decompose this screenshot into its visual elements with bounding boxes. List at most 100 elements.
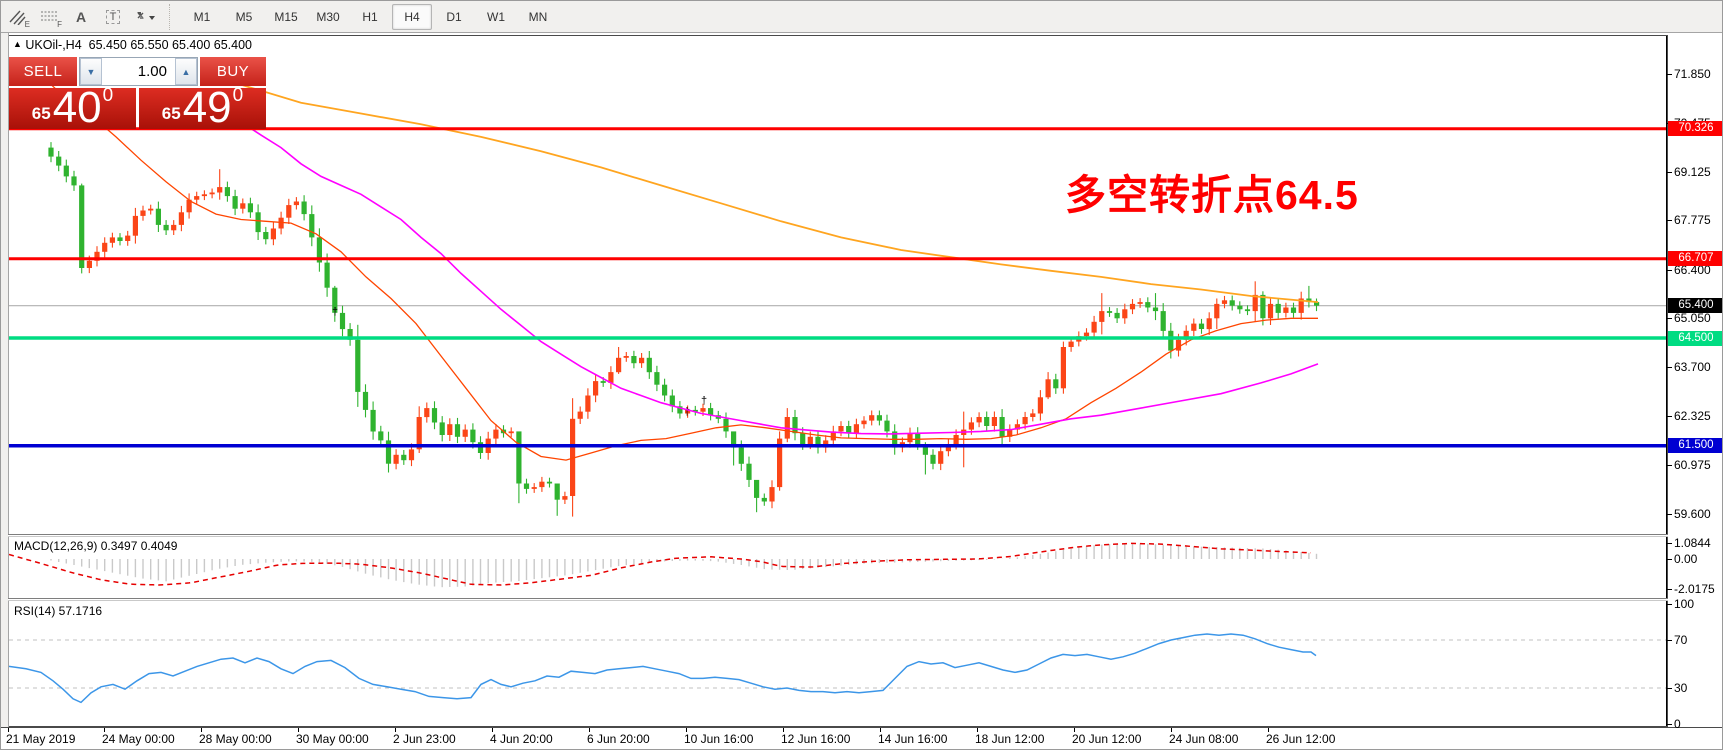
- timeframe-button-m1[interactable]: M1: [193, 9, 211, 24]
- timeframe-button-h1[interactable]: H1: [362, 9, 378, 24]
- timeframe-button-m15[interactable]: M15: [274, 9, 298, 24]
- macd-axis-tick: [1667, 543, 1672, 544]
- price-axis-tick: [1667, 74, 1672, 75]
- candle: [439, 422, 445, 435]
- candle: [846, 426, 852, 434]
- candle: [1145, 302, 1151, 308]
- date-axis-tick: [589, 728, 590, 732]
- candle: [293, 201, 299, 206]
- date-axis-label: 24 Jun 08:00: [1169, 732, 1239, 746]
- sell-price-button[interactable]: 65 40 0: [9, 86, 136, 130]
- rsi-panel-canvas[interactable]: [9, 601, 1667, 726]
- candle: [1229, 300, 1235, 306]
- candle: [654, 372, 660, 385]
- candle: [1007, 429, 1013, 437]
- candle: [1060, 347, 1066, 389]
- date-axis-tick: [104, 728, 105, 732]
- price-axis-label: 67.775: [1674, 213, 1711, 227]
- candle: [915, 433, 921, 444]
- macd-axis-tick: [1667, 589, 1672, 590]
- candle: [424, 408, 430, 418]
- trade-marker-icon: †: [332, 306, 338, 318]
- candle: [178, 212, 184, 225]
- text-label-icon[interactable]: T: [98, 4, 128, 30]
- timeframe-button-m30[interactable]: M30: [316, 9, 340, 24]
- candle: [431, 408, 438, 423]
- candle: [516, 431, 522, 484]
- timeframe-button-m5[interactable]: M5: [235, 9, 253, 24]
- candle: [991, 417, 997, 426]
- timeframe-button-d1[interactable]: D1: [446, 9, 462, 24]
- candle: [301, 201, 307, 215]
- volume-increase-button[interactable]: ▲: [175, 58, 197, 85]
- rsi-axis-label: 0: [1674, 717, 1681, 731]
- candle: [508, 431, 514, 434]
- candle: [1037, 397, 1043, 414]
- candle: [63, 165, 69, 177]
- timeframe-button-w1[interactable]: W1: [487, 9, 505, 24]
- candle: [577, 411, 583, 419]
- price-axis-label: 62.325: [1674, 409, 1711, 423]
- timeframe-button-mn[interactable]: MN: [528, 9, 548, 24]
- date-axis-label: 24 May 00:00: [102, 732, 175, 746]
- candle: [593, 381, 599, 396]
- rsi-indicator-label: RSI(14) 57.1716: [14, 604, 103, 618]
- timeframe-buttons-group: M1 M5 M15 M30 H1 H4 D1 W1 MN: [181, 1, 559, 32]
- candle: [531, 487, 537, 489]
- price-axis-tick: [1667, 318, 1672, 319]
- candle: [1214, 303, 1220, 319]
- price-axis-label: 71.850: [1674, 67, 1711, 81]
- candle: [1244, 309, 1251, 312]
- candle: [777, 438, 783, 488]
- price-chart-canvas[interactable]: † † †: [9, 36, 1667, 534]
- candle: [493, 429, 499, 439]
- macd-axis-label: 0.00: [1674, 552, 1698, 566]
- date-axis-tick: [977, 728, 978, 732]
- candle: [1022, 417, 1028, 425]
- candle: [1191, 323, 1197, 331]
- candle: [1252, 294, 1258, 312]
- candle: [286, 205, 292, 218]
- trade-marker-icon: †: [701, 395, 707, 407]
- volume-input[interactable]: 1.00: [137, 63, 167, 80]
- date-axis-label: 26 Jun 12:00: [1266, 732, 1336, 746]
- candle: [48, 147, 54, 157]
- buy-button[interactable]: BUY: [200, 57, 266, 86]
- equidistant-channel-icon[interactable]: E: [2, 4, 32, 30]
- date-axis-label: 18 Jun 12:00: [975, 732, 1045, 746]
- candle: [677, 406, 683, 414]
- text-icon[interactable]: A: [75, 8, 87, 25]
- candle: [332, 287, 338, 313]
- volume-decrease-button[interactable]: ▼: [80, 58, 102, 85]
- candle: [125, 235, 131, 241]
- rsi-axis-label: 30: [1674, 681, 1688, 695]
- candle: [1114, 312, 1120, 319]
- panel-separator[interactable]: [8, 534, 1668, 537]
- sell-button[interactable]: SELL: [9, 57, 77, 86]
- candle: [1129, 303, 1136, 310]
- buy-price-pips: 49: [182, 83, 232, 133]
- candle: [1198, 323, 1205, 329]
- candle: [616, 357, 622, 373]
- timeframe-button-h4[interactable]: H4: [392, 3, 432, 30]
- macd-signal-line: [9, 542, 1312, 586]
- candle: [570, 418, 576, 496]
- candle: [1152, 307, 1159, 312]
- candle: [731, 431, 737, 448]
- panel-separator[interactable]: [8, 598, 1668, 601]
- candle: [884, 420, 890, 432]
- date-axis-label: 28 May 00:00: [199, 732, 272, 746]
- arrows-icon[interactable]: [130, 4, 160, 30]
- candle: [1175, 339, 1182, 351]
- candle: [754, 479, 760, 498]
- candle: [1306, 298, 1312, 303]
- candle: [1068, 341, 1074, 347]
- candle: [869, 415, 875, 421]
- trade-panel-top-row: SELL ▼ 1.00 ▲ BUY: [9, 57, 266, 86]
- fibonacci-retracement-icon[interactable]: F: [41, 11, 62, 29]
- buy-price-button[interactable]: 65 49 0: [139, 83, 266, 133]
- macd-panel-canvas[interactable]: [9, 537, 1667, 598]
- date-axis[interactable]: [1, 727, 1722, 749]
